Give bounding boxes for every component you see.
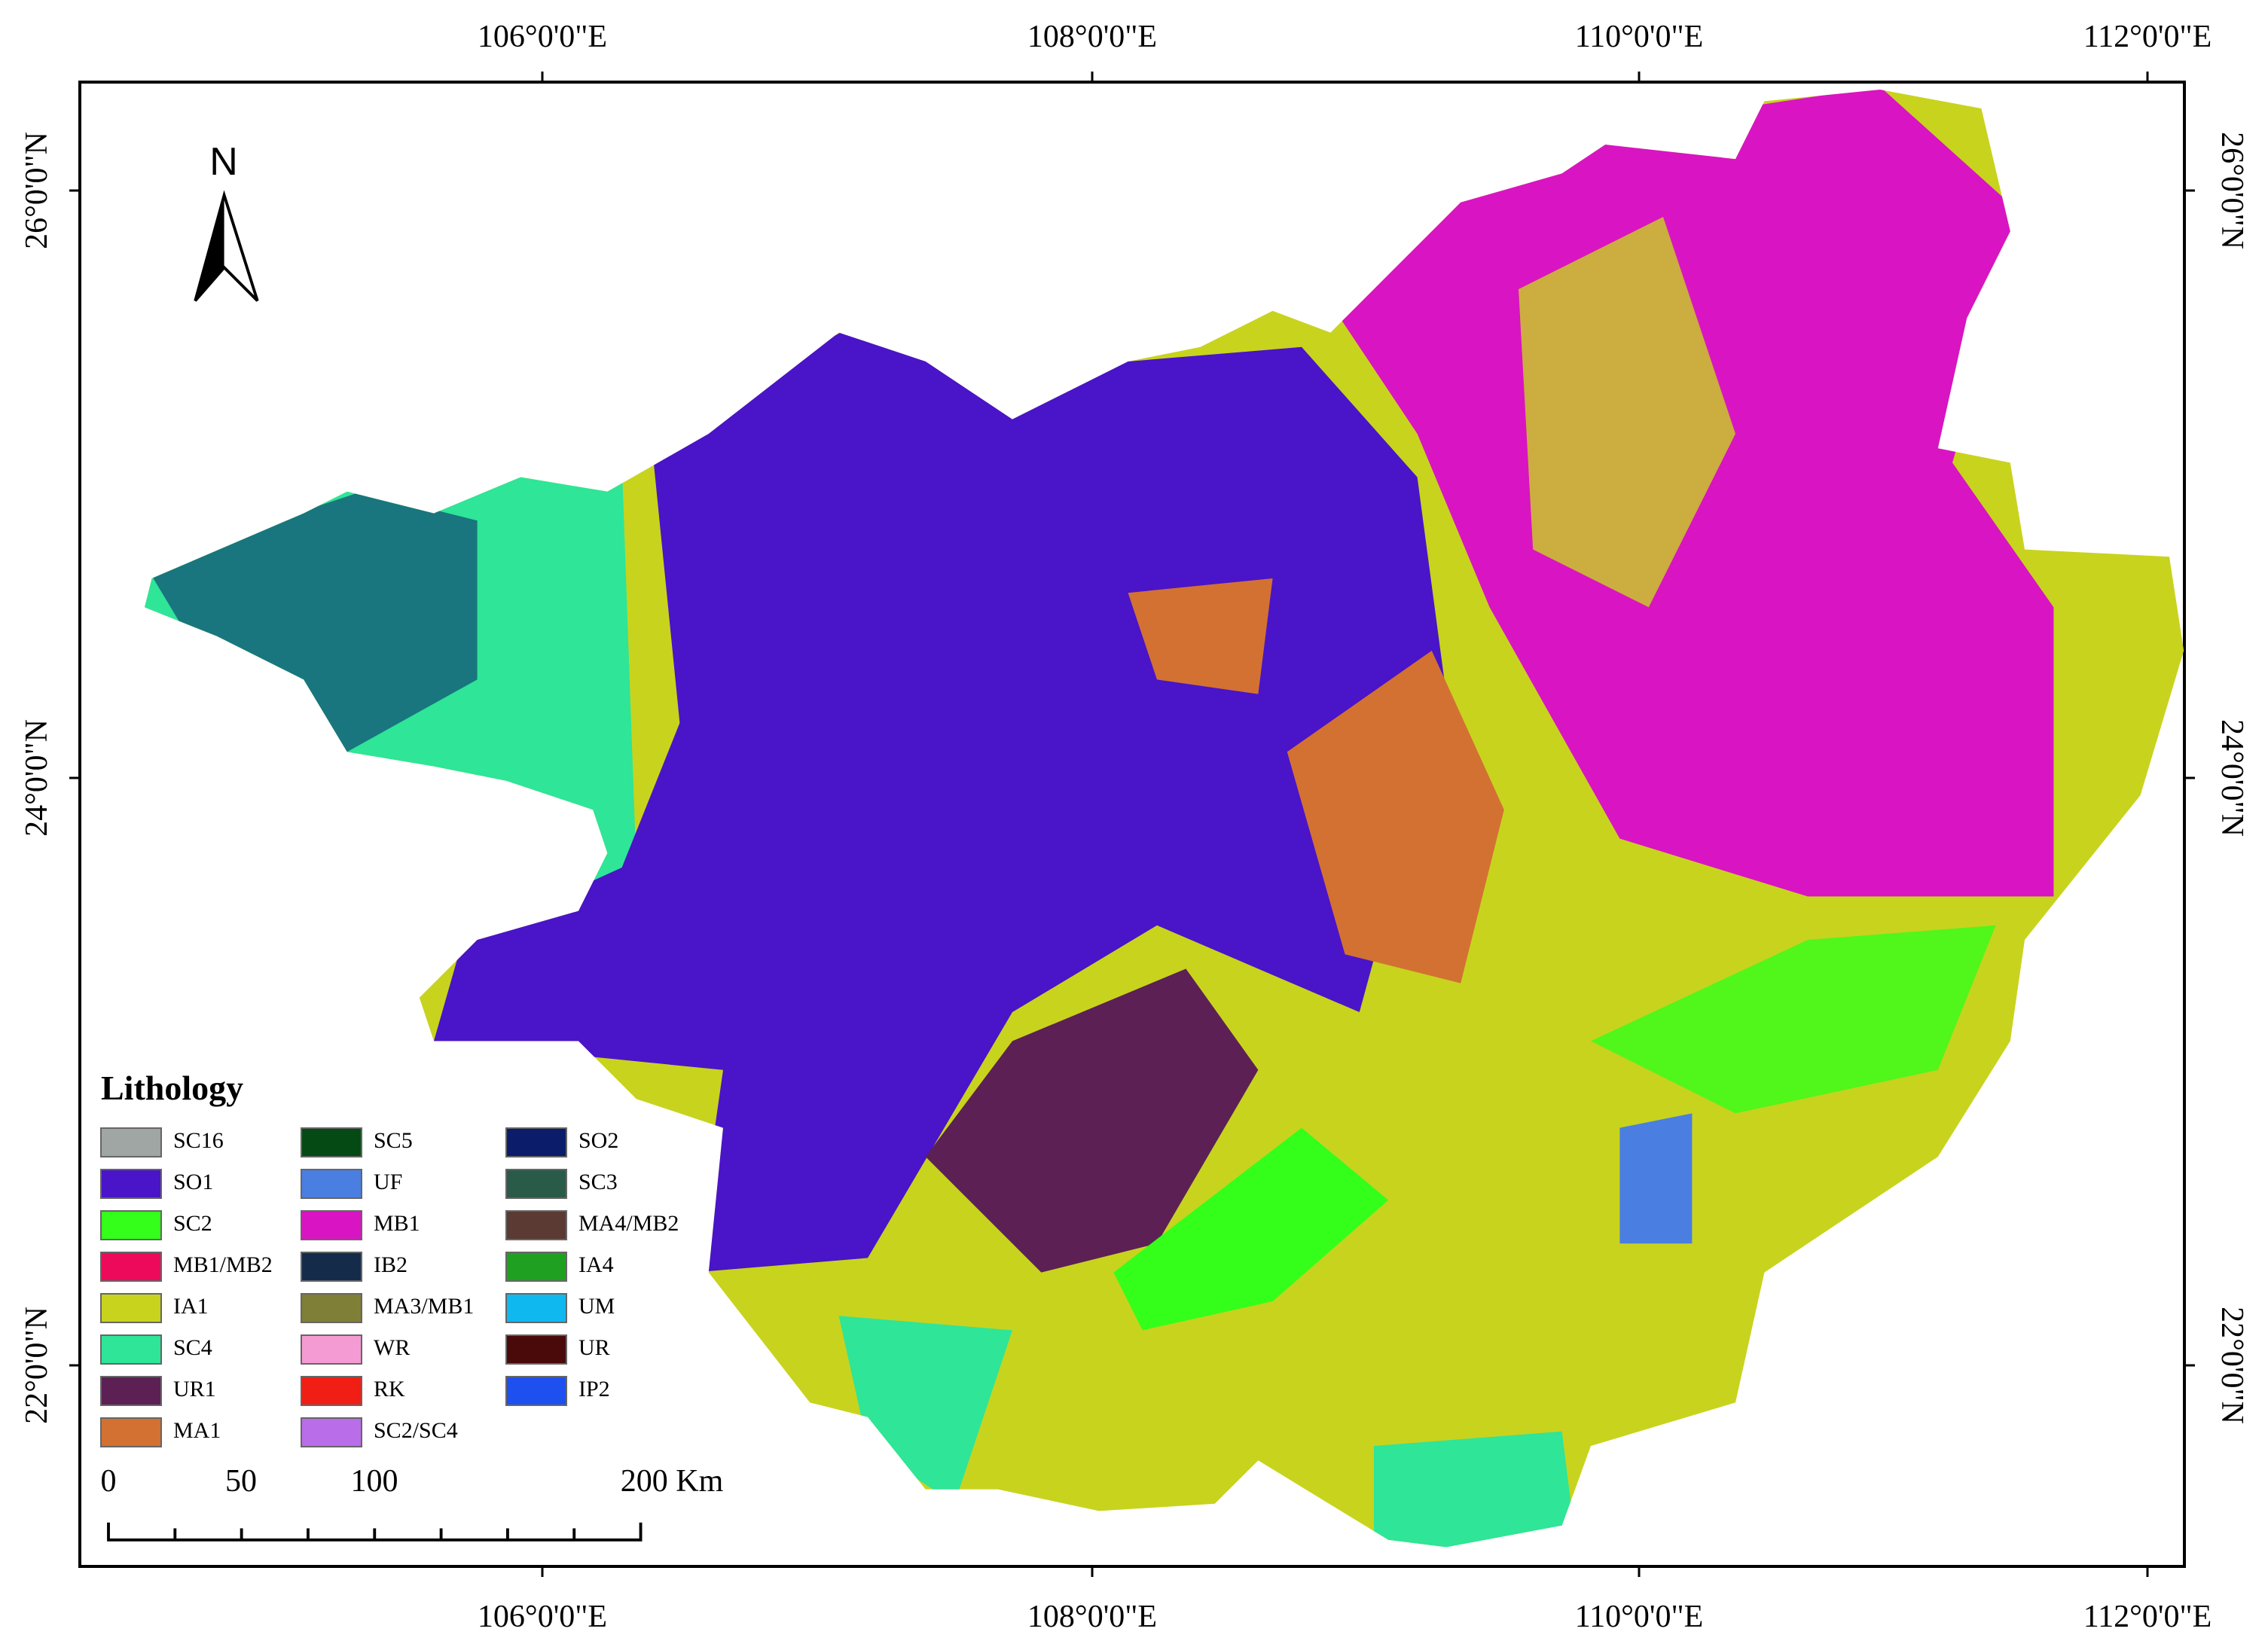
- so2-area: [145, 491, 478, 752]
- latitude-label-right: 26°0'0"N: [2215, 132, 2249, 249]
- legend-label: MA3/MB1: [374, 1294, 474, 1319]
- sc2-patch: [1591, 925, 1996, 1114]
- legend-label: SC5: [374, 1128, 413, 1153]
- legend-label: IA4: [578, 1252, 614, 1277]
- legend-label: UM: [578, 1294, 615, 1319]
- legend-swatch: [100, 1376, 162, 1406]
- longitude-label-top: 112°0'0"E: [2083, 20, 2212, 54]
- ma1-area: [1287, 651, 1504, 984]
- legend-label: IP2: [578, 1377, 610, 1401]
- legend-label: IB2: [374, 1252, 408, 1277]
- legend-swatch: [301, 1252, 362, 1282]
- latitude-label-left: 22°0'0"N: [20, 1307, 54, 1424]
- legend-swatch: [100, 1252, 162, 1282]
- longitude-label-bottom: 112°0'0"E: [2083, 1600, 2212, 1634]
- legend-swatch: [301, 1334, 362, 1365]
- legend-swatch: [505, 1210, 567, 1240]
- legend-swatch: [505, 1252, 567, 1282]
- legend-swatch: [505, 1293, 567, 1323]
- north-label: N: [209, 140, 238, 184]
- legend-label: RK: [374, 1377, 405, 1401]
- legend-swatch: [301, 1293, 362, 1323]
- legend-label: SC2/SC4: [374, 1418, 458, 1443]
- ma1-patch: [1128, 578, 1273, 694]
- scale-bar-label: 100: [351, 1464, 398, 1499]
- legend-swatch: [100, 1127, 162, 1157]
- legend-label: SC4: [173, 1335, 212, 1360]
- scale-bar-ticks: [173, 1528, 576, 1540]
- scale-bar-label: 200 Km: [621, 1464, 724, 1499]
- legend-label: SO2: [578, 1128, 618, 1153]
- legend-swatch: [505, 1127, 567, 1157]
- legend-label: MA4/MB2: [578, 1211, 679, 1236]
- scale-bar-label: 50: [225, 1464, 257, 1499]
- north-arrow-half: [195, 195, 224, 301]
- legend-swatch: [505, 1169, 567, 1199]
- legend-swatch: [100, 1210, 162, 1240]
- legend-label: UR1: [173, 1377, 216, 1401]
- longitude-label-bottom: 106°0'0"E: [478, 1600, 607, 1634]
- latitude-label-right: 22°0'0"N: [2215, 1307, 2249, 1424]
- ur1-area: [925, 968, 1259, 1273]
- latitude-label-left: 26°0'0"N: [20, 132, 54, 249]
- sc4-patch: [1374, 1431, 1577, 1548]
- legend-label: SC2: [173, 1211, 212, 1236]
- sc4-patch: [838, 1316, 1012, 1504]
- legend-title: Lithology: [101, 1069, 243, 1107]
- longitude-label-bottom: 108°0'0"E: [1027, 1600, 1157, 1634]
- ia1-patch: [1519, 217, 1735, 608]
- legend-label: SO1: [173, 1170, 213, 1194]
- legend-label: UR: [578, 1335, 610, 1360]
- legend-swatch: [505, 1334, 567, 1365]
- scale-bar-label: 0: [101, 1464, 117, 1499]
- legend-swatch: [100, 1293, 162, 1323]
- legend-swatch: [100, 1417, 162, 1447]
- legend-label: MB1: [374, 1211, 420, 1236]
- latitude-label-left: 24°0'0"N: [20, 719, 54, 837]
- legend-swatch: [100, 1334, 162, 1365]
- legend-label: WR: [374, 1335, 410, 1360]
- sc2-area: [1113, 1127, 1389, 1331]
- legend-swatch: [505, 1376, 567, 1406]
- longitude-label-top: 106°0'0"E: [478, 20, 607, 54]
- legend-label: SC3: [578, 1170, 618, 1194]
- legend-swatch: [301, 1376, 362, 1406]
- legend-swatch: [301, 1417, 362, 1447]
- legend-swatch: [301, 1210, 362, 1240]
- legend-label: UF: [374, 1170, 402, 1194]
- legend-label: MB1/MB2: [173, 1252, 273, 1277]
- legend-swatch: [301, 1127, 362, 1157]
- legend-label: IA1: [173, 1294, 209, 1319]
- longitude-label-bottom: 110°0'0"E: [1575, 1600, 1704, 1634]
- legend-label: SC16: [173, 1128, 224, 1153]
- latitude-label-right: 24°0'0"N: [2215, 719, 2249, 837]
- longitude-label-top: 110°0'0"E: [1575, 20, 1704, 54]
- legend-swatch: [100, 1169, 162, 1199]
- uf-patch: [1619, 1113, 1693, 1244]
- legend-swatch: [301, 1169, 362, 1199]
- so1-area: [434, 318, 1447, 1273]
- longitude-label-top: 108°0'0"E: [1027, 20, 1157, 54]
- legend-label: MA1: [173, 1418, 221, 1443]
